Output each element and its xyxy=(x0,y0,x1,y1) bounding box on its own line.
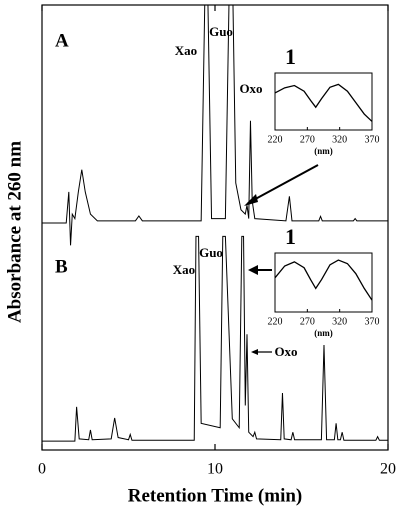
inset-x-label: (nm) xyxy=(314,146,333,156)
inset-x-tick-label: 320 xyxy=(332,316,347,327)
panel-label: B xyxy=(55,256,68,277)
peak-label: Guo xyxy=(209,24,233,39)
inset-frame xyxy=(274,72,373,131)
trace xyxy=(42,5,388,246)
arrowhead xyxy=(251,349,258,355)
plot-frame xyxy=(41,4,389,451)
inset-x-tick-label: 370 xyxy=(365,134,380,145)
inset-frame xyxy=(274,252,373,313)
x-axis-title: Retention Time (min) xyxy=(128,485,303,506)
x-tick-label: 20 xyxy=(380,461,396,478)
inset-x-tick-label: 270 xyxy=(300,316,315,327)
peak-label: Guo xyxy=(199,245,223,260)
inset-x-tick-label: 320 xyxy=(332,134,347,145)
trace xyxy=(42,235,388,442)
peak-label: Xao xyxy=(173,262,195,277)
inset-x-label: (nm) xyxy=(314,328,333,338)
peak-label: Oxo xyxy=(239,81,262,96)
inset-title: 1 xyxy=(285,224,296,249)
spectrum xyxy=(274,83,373,122)
peak-label: Xao xyxy=(175,43,197,58)
peak-label: Oxo xyxy=(274,344,297,359)
x-tick-label: 10 xyxy=(207,461,223,478)
x-tick-label: 0 xyxy=(38,461,46,478)
inset-x-tick-label: 220 xyxy=(268,134,283,145)
y-axis-title: Absorbance at 260 nm xyxy=(4,141,25,323)
inset-title: 1 xyxy=(285,44,296,69)
spectrum xyxy=(274,259,373,301)
inset-x-tick-label: 220 xyxy=(268,316,283,327)
inset-x-tick-label: 370 xyxy=(365,316,380,327)
panel-label: A xyxy=(55,30,69,51)
arrowhead xyxy=(248,265,258,275)
arrowhead xyxy=(244,194,258,206)
arrow xyxy=(247,164,319,204)
inset-x-tick-label: 270 xyxy=(300,134,315,145)
